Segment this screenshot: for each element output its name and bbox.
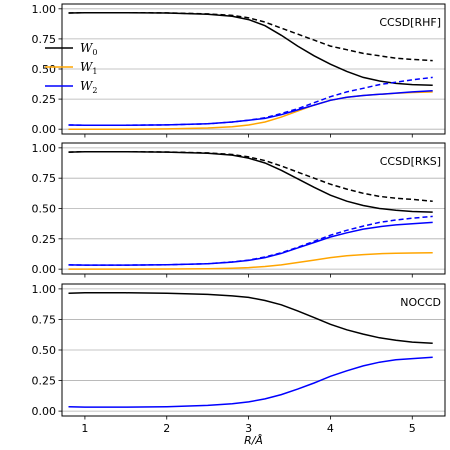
panel-label: CCSD[RKS] bbox=[380, 155, 441, 168]
series-line bbox=[68, 76, 433, 126]
y-tick-label: 0.25 bbox=[32, 375, 57, 388]
x-tick-label: 5 bbox=[409, 422, 416, 435]
x-tick-label: 3 bbox=[245, 422, 252, 435]
y-tick-label: 0.75 bbox=[32, 313, 57, 326]
series-line bbox=[68, 221, 433, 266]
series-line bbox=[68, 89, 433, 126]
panel-1: 0.00 0.25 0.50 0.75 1.00 CCSD[RKS] bbox=[32, 142, 446, 278]
series-line bbox=[68, 292, 433, 345]
panel-label: CCSD[RHF] bbox=[379, 16, 441, 29]
y-tick-label: 1.00 bbox=[32, 142, 57, 155]
panel-2: 0.00 0.25 0.50 0.75 1.00 NOCCD bbox=[32, 283, 446, 420]
legend: W0 W1 W2 bbox=[45, 41, 97, 95]
y-tick-label: 0.50 bbox=[32, 203, 57, 216]
legend-label: W1 bbox=[80, 60, 97, 76]
series-line bbox=[68, 11, 433, 87]
legend-label: W2 bbox=[80, 79, 97, 95]
y-tick-label: 0.75 bbox=[32, 33, 57, 46]
series-line bbox=[68, 150, 433, 213]
series-line bbox=[68, 11, 433, 62]
series-line bbox=[68, 150, 433, 202]
series-line bbox=[68, 215, 433, 266]
x-tick-label: 2 bbox=[163, 422, 170, 435]
y-tick-label: 0.50 bbox=[32, 344, 57, 357]
y-tick-label: 0.75 bbox=[32, 172, 57, 185]
series-line bbox=[68, 252, 433, 270]
panel-0: 0.00 0.25 0.50 0.75 1.00 CCSD[RHF] bbox=[32, 3, 446, 138]
y-tick-label: 0.25 bbox=[32, 93, 57, 106]
series-line bbox=[68, 91, 433, 130]
x-tick-label: 1 bbox=[81, 422, 88, 435]
x-axis-label: R/Å bbox=[244, 434, 263, 447]
panel-label: NOCCD bbox=[400, 296, 441, 309]
y-tick-label: 0.50 bbox=[32, 63, 57, 76]
y-tick-label: 0.00 bbox=[32, 123, 57, 136]
y-tick-label: 1.00 bbox=[32, 283, 57, 296]
y-tick-label: 0.00 bbox=[32, 263, 57, 276]
legend-label: W0 bbox=[80, 41, 97, 57]
y-tick-label: 1.00 bbox=[32, 3, 57, 16]
y-tick-label: 0.00 bbox=[32, 405, 57, 418]
y-tick-label: 0.25 bbox=[32, 233, 57, 246]
x-tick-label: 4 bbox=[327, 422, 334, 435]
series-line bbox=[68, 356, 433, 408]
